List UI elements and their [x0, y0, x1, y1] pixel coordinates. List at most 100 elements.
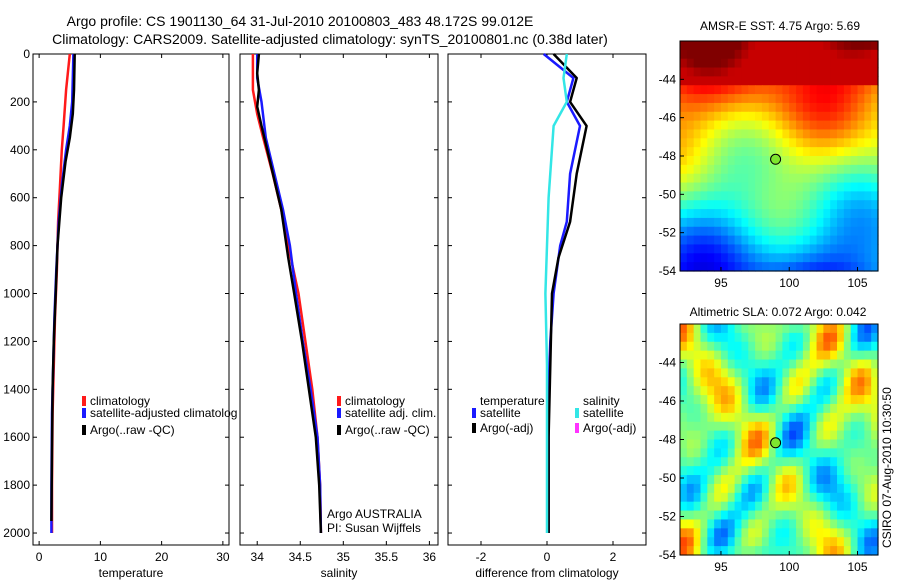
- sla-heatmap-cell: [830, 421, 838, 432]
- sst-heatmap-cell: [768, 85, 777, 95]
- sla-heatmap-cell: [789, 368, 797, 378]
- sst-heatmap-cell: [857, 58, 865, 69]
- temp-legend-satellite-adjusted-label: satellite-adjusted climatolog: [90, 406, 237, 420]
- sst-heatmap-cell: [768, 67, 777, 77]
- sla-heatmap-cell: [700, 519, 708, 529]
- sst-heatmap-cell: [809, 129, 818, 139]
- sst-heatmap-cell: [693, 262, 702, 272]
- sla-heatmap-cell: [680, 466, 688, 476]
- sst-heatmap-cell: [680, 129, 688, 139]
- sst-heatmap-cell: [727, 76, 736, 86]
- sla-heatmap-cell: [843, 457, 852, 467]
- sst-heatmap-cell: [707, 129, 715, 139]
- sla-heatmap-cell: [761, 368, 770, 378]
- sst-heatmap-cell: [761, 120, 770, 131]
- sst-heatmap-cell: [796, 226, 804, 237]
- sst-heatmap-cell: [741, 244, 749, 254]
- sst-heatmap-cell: [802, 147, 811, 157]
- sst-heatmap-cell: [816, 182, 824, 192]
- sla-heatmap-cell: [782, 430, 790, 441]
- sst-heatmap-cell: [796, 262, 804, 272]
- sst-heatmap-cell: [748, 156, 756, 166]
- sst-heatmap-cell: [680, 49, 688, 60]
- sst-heatmap-cell: [768, 217, 777, 228]
- sst-heatmap-cell: [823, 67, 831, 77]
- sla-heatmap-cell: [823, 403, 831, 414]
- sla-heatmap-cell: [843, 332, 852, 343]
- sla-heatmap-cell: [727, 492, 736, 503]
- sla-heatmap-cell: [680, 403, 688, 414]
- sla-heatmap-cell: [843, 475, 852, 485]
- sst-heatmap-cell: [720, 226, 729, 237]
- sst-heatmap-cell: [714, 94, 722, 104]
- sst-heatmap-cell: [809, 147, 818, 157]
- sla-heatmap-cell: [734, 341, 743, 352]
- sst-heatmap-cell: [843, 209, 852, 219]
- sla-heatmap-cell: [816, 368, 824, 378]
- sla-heatmap-cell: [816, 332, 824, 343]
- sst-heatmap-cell: [864, 76, 872, 86]
- sst-heatmap-cell: [707, 49, 715, 60]
- sst-heatmap-cell: [796, 102, 804, 113]
- sst-heatmap-cell: [871, 58, 879, 69]
- sla-heatmap-cell: [830, 537, 838, 547]
- sla-heatmap-cell: [727, 359, 736, 370]
- sst-heatmap-cell: [720, 156, 729, 166]
- sla-heatmap-cell: [755, 350, 763, 361]
- sla-heatmap-cell: [768, 395, 777, 405]
- sla-heatmap-cell: [761, 483, 770, 494]
- sla-ytick-label: -48: [659, 433, 677, 447]
- sla-heatmap-cell: [857, 421, 865, 432]
- sst-heatmap-cell: [871, 209, 879, 219]
- sst-heatmap-cell: [830, 58, 838, 69]
- sst-heatmap-cell: [823, 129, 831, 139]
- sst-heatmap-cell: [768, 226, 777, 237]
- sst-heatmap-cell: [707, 235, 715, 246]
- sla-heatmap-cell: [775, 546, 784, 556]
- sst-heatmap-cell: [843, 138, 852, 148]
- sla-heatmap-cell: [748, 519, 756, 529]
- sst-heatmap-cell: [857, 200, 865, 210]
- temp-legend-satellite-adjusted-swatch: [82, 408, 86, 418]
- sla-heatmap-cell: [741, 341, 749, 352]
- sst-heatmap-cell: [775, 244, 784, 254]
- sst-heatmap-cell: [748, 209, 756, 219]
- sst-heatmap-cell: [700, 94, 708, 104]
- sla-heatmap-cell: [864, 341, 872, 352]
- sst-map-panel: 95 100 105-44-46-48-50-52-54: [659, 40, 879, 290]
- sla-heatmap-cell: [768, 368, 777, 378]
- sla-heatmap-cell: [741, 483, 749, 494]
- sla-heatmap-cell: [837, 421, 845, 432]
- sla-heatmap-cell: [775, 421, 784, 432]
- sst-heatmap-cell: [707, 85, 715, 95]
- sst-heatmap-cell: [693, 226, 702, 237]
- sla-heatmap-cell: [796, 510, 804, 521]
- sst-heatmap-cell: [871, 41, 879, 51]
- sst-heatmap-cell: [802, 262, 811, 272]
- sla-heatmap-cell: [714, 475, 722, 485]
- sst-heatmap-cell: [850, 262, 859, 272]
- sla-heatmap-cell: [857, 430, 865, 441]
- sla-heatmap-cell: [796, 519, 804, 529]
- sst-heatmap-cell: [864, 226, 872, 237]
- sla-heatmap-cell: [727, 324, 736, 334]
- sla-heatmap-cell: [707, 359, 715, 370]
- sst-heatmap-cell: [741, 67, 749, 77]
- sst-heatmap-cell: [700, 156, 708, 166]
- sla-heatmap-cell: [755, 421, 763, 432]
- sla-heatmap-cell: [693, 492, 702, 503]
- sla-heatmap-cell: [761, 501, 770, 512]
- sst-heatmap-cell: [850, 111, 859, 122]
- sst-heatmap-cell: [707, 217, 715, 228]
- sst-heatmap-cell: [714, 262, 722, 272]
- sst-heatmap-cell: [700, 138, 708, 148]
- sst-heatmap-cell: [796, 120, 804, 131]
- sla-heatmap-cell: [802, 546, 811, 556]
- sla-heatmap-cell: [802, 510, 811, 521]
- sst-heatmap-cell: [714, 191, 722, 201]
- sst-heatmap-cell: [802, 120, 811, 131]
- sla-heatmap-cell: [680, 395, 688, 405]
- sla-heatmap-cell: [857, 332, 865, 343]
- sst-heatmap-cell: [857, 138, 865, 148]
- sla-heatmap-cell: [755, 412, 763, 423]
